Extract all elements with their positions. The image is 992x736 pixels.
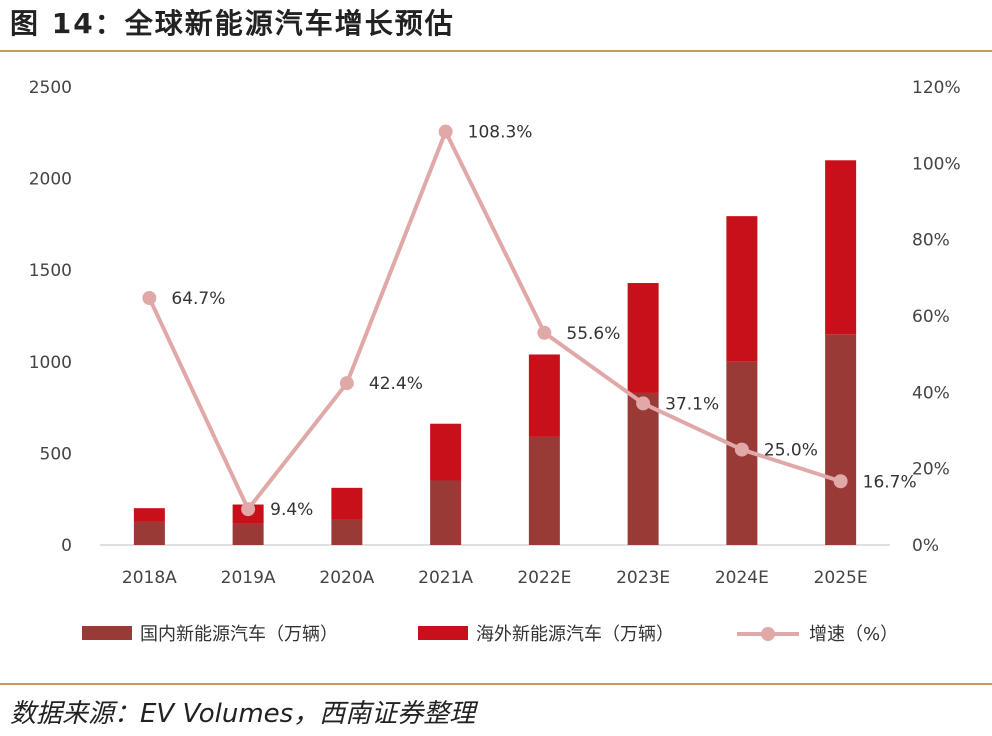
x-tick-label: 2021A: [418, 568, 473, 588]
growth-line: [147, 129, 842, 512]
legend-swatch-growth-point: [761, 627, 775, 641]
bar-overseas: [430, 423, 462, 481]
x-tick-label: 2018A: [122, 568, 177, 588]
bar-domestic: [430, 480, 462, 545]
legend-swatch-overseas: [418, 626, 468, 640]
chart-canvas: 0 500 1000 1500 2000 2500 0% 20% 40% 60% 80% 100% 12…: [29, 78, 961, 645]
x-tick-label: 2023E: [616, 568, 670, 588]
y-right-tick-label: 40%: [912, 383, 950, 403]
x-tick-label: 2022E: [517, 568, 571, 588]
y-left-tick-label: 1000: [29, 353, 72, 373]
growth-point: [833, 474, 848, 489]
y-right-tick-label: 0%: [912, 536, 939, 556]
x-tick-label: 2024E: [715, 568, 769, 588]
growth-data-label: 25.0%: [764, 441, 818, 461]
bar-domestic: [627, 392, 659, 545]
bar-domestic: [825, 334, 857, 545]
bar-overseas: [133, 508, 165, 522]
growth-data-label: 108.3%: [468, 123, 533, 143]
y-right-tick-label: 20%: [912, 460, 950, 480]
legend-label-growth: 增速（%）: [809, 624, 898, 645]
growth-data-label: 16.7%: [863, 472, 917, 492]
bar-domestic: [232, 523, 264, 545]
bar-domestic: [133, 521, 165, 545]
growth-data-label: 55.6%: [566, 324, 620, 344]
x-tick-label: 2025E: [814, 568, 868, 588]
bar-domestic: [331, 519, 363, 545]
x-tick-label: 2019A: [221, 568, 276, 588]
bar-overseas: [528, 354, 560, 437]
growth-point: [241, 502, 256, 517]
bar-domestic: [528, 436, 560, 545]
growth-data-label: 9.4%: [270, 500, 313, 520]
growth-point: [734, 442, 749, 457]
y-right-tick-label: 100%: [912, 154, 961, 174]
growth-point: [537, 325, 552, 340]
bar-overseas: [726, 216, 758, 362]
y-left-tick-label: 500: [40, 444, 72, 464]
growth-point: [142, 291, 157, 306]
growth-point: [438, 124, 453, 139]
source-divider: [0, 683, 992, 685]
x-tick-label: 2020A: [319, 568, 374, 588]
source-note: 数据来源：EV Volumes，西南证券整理: [10, 699, 476, 729]
growth-data-label: 42.4%: [369, 374, 423, 394]
bar-overseas: [825, 160, 857, 335]
legend-label-overseas: 海外新能源汽车（万辆）: [476, 624, 674, 645]
figure-title: 图 14：全球新能源汽车增长预估: [10, 7, 455, 40]
y-left-tick-label: 0: [61, 536, 72, 556]
growth-data-label: 64.7%: [171, 289, 225, 309]
y-right-tick-label: 60%: [912, 307, 950, 327]
bar-overseas: [331, 487, 363, 520]
y-left-tick-label: 2500: [29, 78, 72, 98]
y-left-tick-label: 1500: [29, 261, 72, 281]
legend-label-domestic: 国内新能源汽车（万辆）: [140, 624, 338, 645]
y-right-tick-label: 120%: [912, 78, 961, 98]
growth-point: [636, 396, 651, 411]
growth-data-label: 37.1%: [665, 394, 719, 414]
bar-overseas: [627, 283, 659, 393]
legend-swatch-domestic: [82, 626, 132, 640]
growth-point: [339, 376, 354, 391]
y-left-tick-label: 2000: [29, 170, 72, 190]
title-divider: [0, 50, 992, 52]
y-right-tick-label: 80%: [912, 231, 950, 251]
